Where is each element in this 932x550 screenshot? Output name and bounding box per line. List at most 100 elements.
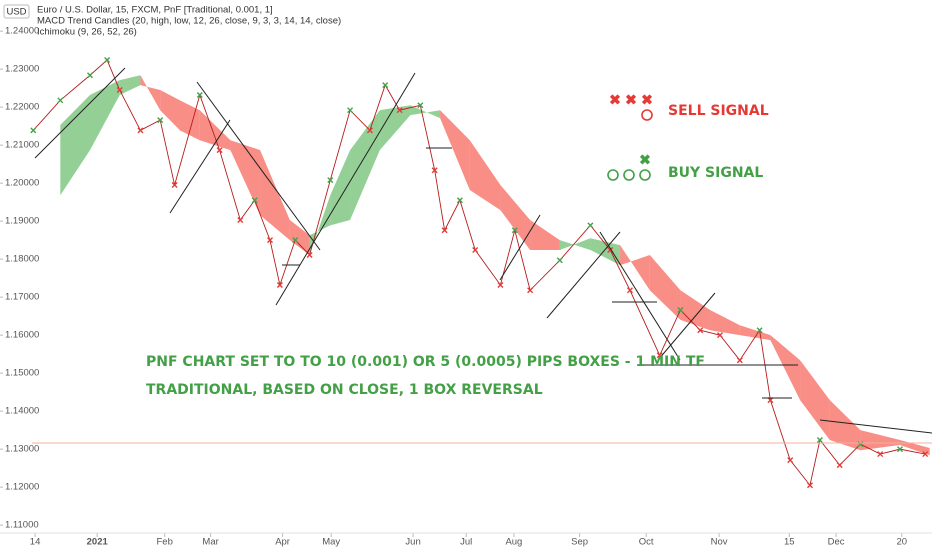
signal-icons: ✖ ✖ ✖ ✖ [607, 92, 653, 181]
x-tick-label: Jul [460, 537, 472, 548]
y-tick-label: 1.22000 [5, 102, 39, 113]
note: TRADITIONAL, BASED ON CLOSE, 1 BOX REVER… [146, 382, 543, 398]
cloud [230, 140, 261, 216]
x-tick-label: Sep [571, 537, 588, 548]
x-box [327, 177, 334, 184]
x-box [816, 437, 823, 444]
cloud [119, 75, 141, 95]
o-box [922, 451, 929, 458]
o-box [497, 281, 504, 288]
cloud [160, 90, 180, 131]
o-box [836, 462, 843, 469]
x-box [196, 91, 203, 98]
note: PNF CHART SET TO TO 10 (0.001) OR 5 (0.0… [146, 354, 705, 370]
x-box [382, 82, 389, 89]
cloud [379, 105, 411, 151]
x-box [104, 57, 111, 64]
x-tick-label: May [322, 537, 340, 548]
x-box [87, 72, 93, 79]
cloud [590, 238, 621, 266]
o-box [366, 127, 373, 134]
cloud [350, 110, 380, 221]
badge: USD [6, 7, 26, 18]
x-tick-label: Dec [828, 537, 845, 548]
cloud [559, 238, 591, 251]
cloud [649, 254, 681, 320]
x-tick-label: Nov [711, 537, 728, 548]
y-tick-label: 1.16000 [5, 330, 39, 341]
cloud [90, 80, 120, 151]
x-tick-label: 15 [784, 537, 795, 548]
o-box [137, 127, 144, 134]
o-box [116, 87, 123, 94]
o-box [877, 451, 884, 458]
o-box [396, 107, 403, 114]
x-tick-label: Oct [639, 537, 654, 548]
cloud [500, 185, 531, 251]
cloud [140, 75, 161, 111]
y-tick-label: 1.12000 [5, 482, 39, 493]
o-box [441, 227, 448, 234]
x-tick-label: 14 [30, 537, 41, 548]
cloud [620, 245, 650, 291]
x-box [417, 102, 424, 109]
x-box [511, 227, 518, 234]
o-box [237, 217, 244, 223]
o-box [717, 332, 723, 339]
x-box [756, 327, 763, 334]
y-tick-label: 1.23000 [5, 64, 39, 75]
title: Euro / U.S. Dollar, 15, FXCM, PnF [Tradi… [37, 5, 273, 16]
cloud [410, 105, 441, 119]
cloud [530, 220, 560, 251]
plot: 1.11000 1.12000 1.13000 1.14000 1.15000 1.160… [0, 26, 930, 548]
svg-text:✖: ✖ [625, 92, 637, 108]
cloud [180, 100, 200, 141]
cloud [829, 400, 861, 451]
x-box [251, 197, 258, 204]
x-tick-label: 20 [897, 537, 908, 548]
cloud [900, 440, 930, 456]
cloud [289, 220, 310, 255]
y-tick-label: 1.13000 [5, 444, 39, 455]
svg-text:✖: ✖ [641, 92, 653, 108]
o-box [697, 327, 704, 334]
cloud [60, 94, 90, 196]
o-box [472, 247, 479, 254]
o-box [656, 352, 663, 359]
cloud [469, 140, 501, 211]
o-box [627, 287, 633, 294]
y-tick-label: 1.15000 [5, 368, 39, 379]
badge-box [3, 4, 30, 19]
price-line [32, 59, 926, 487]
x-box [157, 117, 164, 124]
indicator: Ichimoku (9, 26, 52, 26) [37, 27, 137, 38]
x-box [556, 257, 563, 264]
x-tick-label: Apr [275, 537, 290, 548]
x-box [897, 446, 903, 453]
x-tick-label: Feb [157, 537, 173, 548]
o-box [527, 287, 534, 294]
x-tick-label: Jun [405, 537, 420, 548]
o-box [306, 251, 313, 258]
o-box [216, 147, 223, 154]
svg-text:✖: ✖ [609, 92, 621, 108]
cloud [440, 110, 470, 190]
y-tick-label: 1.11000 [5, 520, 39, 531]
indicator: MACD Trend Candles (20, high, low, 12, 2… [37, 16, 341, 27]
cloud [199, 110, 231, 151]
cloud [680, 290, 711, 331]
x-box [292, 237, 299, 244]
cloud [260, 150, 290, 241]
cloud [739, 325, 771, 341]
svg-text:✖: ✖ [639, 152, 651, 168]
cloud [770, 335, 801, 401]
y-tick-label: 1.20000 [5, 178, 39, 189]
x-tick-label: 2021 [87, 537, 109, 548]
y-tick-label: 1.14000 [5, 406, 39, 417]
x-box [57, 97, 64, 104]
o-box [736, 357, 743, 364]
x-box [677, 307, 684, 314]
o-box [276, 281, 283, 288]
cloud [710, 310, 740, 336]
